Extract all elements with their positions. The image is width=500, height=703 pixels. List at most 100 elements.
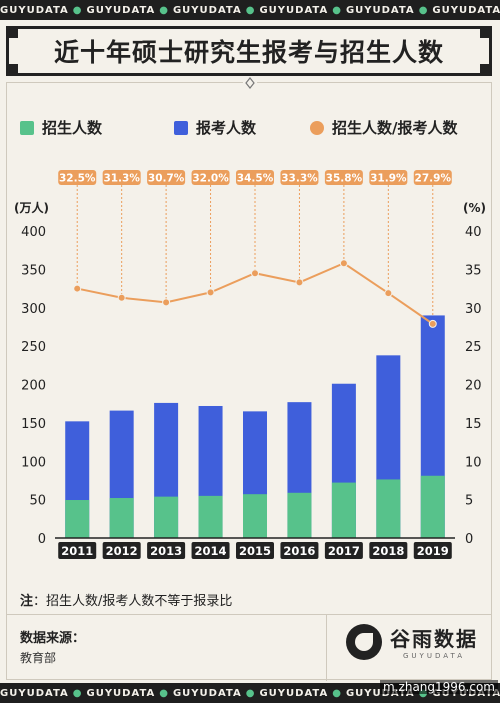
ratio-label: 33.3% xyxy=(281,173,318,185)
ratio-label-pill xyxy=(369,170,408,185)
note-text: ：招生人数/报考人数不等于报录比 xyxy=(33,594,233,609)
x-tick-tag xyxy=(102,542,141,559)
x-tick-tag xyxy=(147,542,186,559)
y-tick-label-right: 5 xyxy=(465,494,473,509)
title-box: 近十年硕士研究生报考与招生人数 xyxy=(6,26,492,76)
admitted-bar xyxy=(109,498,134,538)
admitted-bar xyxy=(65,500,90,538)
y-axis-title-left: (万人) xyxy=(14,200,49,215)
x-tick-tag xyxy=(324,542,363,559)
ratio-point xyxy=(251,269,259,278)
x-tick-label: 2014 xyxy=(195,544,227,558)
band-text: GUYUDATA xyxy=(0,687,69,699)
brand-name: 谷雨数据 xyxy=(390,627,478,651)
ratio-label: 34.5% xyxy=(237,173,274,185)
y-tick-label-left: 300 xyxy=(21,302,46,317)
admitted-bar xyxy=(376,479,401,538)
chart-legend: 招生人数 报考人数 招生人数/报考人数 xyxy=(0,117,500,139)
ratio-label: 30.7% xyxy=(148,173,185,185)
legend-label: 招生人数/报考人数 xyxy=(332,119,458,137)
chart: 32.5% 31.3% 30.7% 32.0% 34.5% 33.3% 35.8% 31.9%… xyxy=(14,170,486,559)
band-text: GUYUDATA xyxy=(345,4,415,16)
band-text: GUYUDATA xyxy=(86,687,156,699)
y-tick-label-right: 35 xyxy=(465,263,482,278)
ratio-label-pill xyxy=(324,170,363,185)
y-tick-label-left: 50 xyxy=(29,494,46,509)
admitted-bar xyxy=(243,494,267,538)
band-text: GUYUDATA xyxy=(0,4,69,16)
y-tick-label-left: 150 xyxy=(21,417,46,432)
ratio-point xyxy=(117,293,126,302)
band-text: GUYUDATA xyxy=(172,4,242,16)
ratio-point xyxy=(206,288,215,297)
note-label: 注 xyxy=(20,594,34,609)
legend-swatch-admitted xyxy=(20,120,34,135)
ratio-label-pill xyxy=(191,170,230,185)
y-tick-label-right: 0 xyxy=(465,532,473,547)
band-text: GUYUDATA xyxy=(172,687,242,699)
y-tick-label-left: 200 xyxy=(21,379,46,394)
y-tick-label-left: 400 xyxy=(21,225,46,240)
y-tick-label-left: 100 xyxy=(21,455,46,470)
ratio-label: 31.3% xyxy=(103,173,140,185)
ratio-label-pill xyxy=(413,170,452,185)
legend-item-applicants: 报考人数 xyxy=(174,117,256,138)
y-tick-label-left: 250 xyxy=(21,340,46,355)
y-tick-label-left: 350 xyxy=(21,263,46,278)
source-divider xyxy=(326,615,327,681)
ratio-point xyxy=(339,259,348,268)
y-axis-title-right: (%) xyxy=(463,201,486,215)
y-tick-label-right: 10 xyxy=(465,455,482,470)
admitted-bar xyxy=(198,495,223,538)
admitted-bar xyxy=(154,496,179,538)
legend-item-ratio: 招生人数/报考人数 xyxy=(310,117,457,138)
ratio-label: 35.8% xyxy=(326,173,363,185)
ratio-point xyxy=(73,284,82,293)
source-label: 数据来源： xyxy=(20,631,86,646)
x-tick-tag xyxy=(413,542,452,559)
legend-label: 报考人数 xyxy=(196,119,257,137)
band-text: GUYUDATA xyxy=(86,4,156,16)
legend-label: 招生人数 xyxy=(42,119,103,137)
page-title: 近十年硕士研究生报考与招生人数 xyxy=(53,38,444,67)
ratio-label-pill xyxy=(236,170,274,185)
band-text: GUYUDATA xyxy=(432,4,500,16)
y-tick-label-left: 0 xyxy=(38,532,46,547)
x-tick-tag xyxy=(236,542,274,559)
x-tick-label: 2011 xyxy=(61,544,93,558)
y-tick-label-right: 20 xyxy=(465,379,482,394)
ratio-point xyxy=(162,298,171,307)
x-tick-label: 2013 xyxy=(150,544,182,558)
y-tick-label-right: 15 xyxy=(465,417,482,432)
ratio-point xyxy=(295,278,304,287)
band-text: GUYUDATA xyxy=(259,4,329,16)
ratio-label-pill xyxy=(58,170,97,185)
frame-diamond-icon xyxy=(243,77,257,89)
brand-name-en: GUYUDATA xyxy=(403,652,465,660)
x-tick-label: 2019 xyxy=(417,544,449,558)
legend-item-admitted: 招生人数 xyxy=(20,117,102,138)
admitted-bar xyxy=(287,492,312,538)
x-tick-label: 2015 xyxy=(239,544,271,558)
ratio-point xyxy=(428,319,437,328)
ratio-label-pill xyxy=(280,170,319,185)
admitted-bar xyxy=(331,482,356,538)
x-tick-tag xyxy=(369,542,408,559)
y-tick-label-right: 25 xyxy=(465,340,482,355)
ratio-label-pill xyxy=(147,170,186,185)
ratio-label-pill xyxy=(102,170,141,185)
ratio-point xyxy=(384,289,393,298)
ratio-label: 27.9% xyxy=(415,173,452,185)
legend-swatch-ratio xyxy=(310,120,324,135)
x-tick-label: 2016 xyxy=(283,544,315,558)
legend-swatch-applicants xyxy=(174,120,188,135)
band-text: GUYUDATA xyxy=(346,688,415,699)
x-tick-tag xyxy=(58,542,97,559)
source-box: 数据来源： 教育部 谷雨数据 GUYUDATA xyxy=(6,614,492,681)
x-tick-label: 2012 xyxy=(106,544,138,558)
y-tick-label-right: 30 xyxy=(465,302,482,317)
x-tick-tag xyxy=(191,542,230,559)
admitted-bar xyxy=(420,475,445,538)
x-tick-label: 2017 xyxy=(328,544,360,558)
source-value: 教育部 xyxy=(20,651,57,665)
